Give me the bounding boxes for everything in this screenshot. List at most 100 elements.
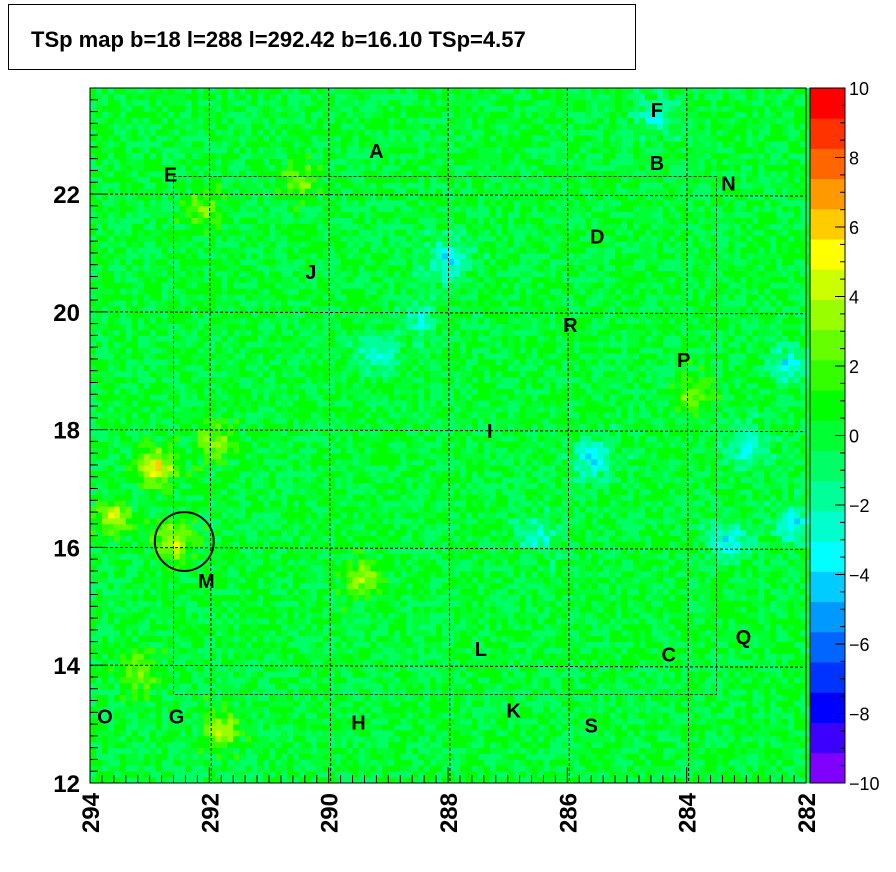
heatmap-cell: [119, 252, 127, 260]
heatmap-cell: [107, 194, 115, 201]
heatmap-cell: [167, 488, 174, 495]
heatmap-cell: [101, 252, 109, 260]
heatmap-cell: [263, 364, 270, 372]
heatmap-cell: [316, 229, 324, 236]
heatmap-cell: [203, 565, 210, 572]
heatmap-cell: [179, 482, 186, 489]
heatmap-cell: [155, 594, 162, 601]
heatmap-cell: [90, 671, 97, 678]
heatmap-cell: [239, 335, 246, 342]
heatmap-cell: [245, 676, 252, 684]
heatmap-cell: [245, 305, 252, 313]
heatmap-cell: [257, 476, 264, 484]
heatmap-cell: [269, 276, 276, 283]
heatmap-cell: [125, 553, 133, 560]
heatmap-cell: [119, 164, 127, 171]
heatmap-cell: [221, 618, 228, 625]
heatmap-cell: [131, 406, 139, 413]
heatmap-cell: [143, 194, 151, 201]
heatmap-cell: [95, 347, 103, 354]
heatmap-cell: [263, 123, 270, 130]
heatmap-cell: [185, 117, 192, 124]
heatmap-cell: [245, 694, 252, 701]
heatmap-cell: [274, 370, 282, 377]
heatmap-cell: [280, 665, 288, 672]
heatmap-cell: [90, 223, 97, 230]
heatmap-cell: [310, 158, 318, 165]
heatmap-cell: [298, 500, 306, 507]
heatmap-cell: [233, 394, 240, 401]
heatmap-cell: [197, 629, 204, 637]
heatmap-cell: [161, 453, 168, 460]
heatmap-cell: [179, 364, 186, 372]
heatmap-cell: [209, 241, 216, 248]
heatmap-cell: [239, 276, 246, 283]
heatmap-cell: [286, 211, 294, 218]
heatmap-cell: [269, 388, 276, 395]
heatmap-cell: [280, 135, 288, 142]
heatmap-cell: [203, 506, 210, 513]
heatmap-cell: [269, 741, 276, 749]
heatmap-cell: [215, 317, 222, 324]
heatmap-cell: [185, 282, 192, 289]
heatmap-cell: [137, 535, 145, 542]
heatmap-cell: [179, 500, 186, 507]
heatmap-cell: [221, 747, 228, 754]
heatmap-cell: [113, 765, 121, 772]
heatmap-cell: [125, 205, 133, 213]
heatmap-cell: [292, 158, 300, 165]
heatmap-cell: [310, 494, 318, 501]
heatmap-cell: [113, 99, 121, 107]
heatmap-cell: [227, 459, 234, 466]
heatmap-cell: [161, 523, 168, 531]
heatmap-cell: [167, 382, 174, 389]
heatmap-cell: [269, 506, 276, 513]
heatmap-cell: [161, 765, 168, 772]
heatmap-cell: [245, 671, 252, 678]
heatmap-cell: [263, 105, 270, 112]
heatmap-cell: [328, 582, 336, 590]
heatmap-cell: [328, 217, 336, 224]
heatmap-cell: [131, 559, 139, 566]
heatmap-cell: [185, 665, 192, 672]
heatmap-cell: [251, 506, 258, 513]
heatmap-cell: [95, 488, 103, 495]
heatmap-cell: [257, 671, 264, 678]
heatmap-cell: [191, 659, 198, 666]
heatmap-cell: [119, 547, 127, 554]
heatmap-cell: [90, 612, 97, 619]
heatmap-cell: [119, 553, 127, 560]
heatmap-cell: [125, 176, 133, 183]
heatmap-cell: [143, 706, 151, 713]
heatmap-cell: [221, 700, 228, 707]
heatmap-cell: [334, 300, 341, 307]
heatmap-cell: [316, 600, 324, 607]
heatmap-cell: [125, 88, 133, 95]
heatmap-cell: [298, 117, 306, 124]
heatmap-cell: [280, 570, 288, 578]
heatmap-cell: [90, 618, 97, 625]
heatmap-cell: [179, 182, 186, 189]
heatmap-cell: [90, 117, 97, 124]
heatmap-cell: [316, 417, 324, 425]
heatmap-cell: [316, 512, 324, 519]
heatmap-cell: [173, 529, 180, 537]
heatmap-cell: [245, 406, 252, 413]
heatmap-cell: [203, 164, 210, 171]
heatmap-cell: [251, 417, 258, 425]
heatmap-cell: [263, 447, 270, 454]
heatmap-cell: [334, 594, 341, 601]
heatmap-cell: [155, 88, 162, 95]
heatmap-cell: [167, 300, 174, 307]
heatmap-cell: [269, 623, 276, 631]
heatmap-cell: [173, 276, 180, 283]
heatmap-cell: [334, 235, 341, 242]
heatmap-cell: [316, 441, 324, 448]
heatmap-cell: [269, 435, 276, 442]
heatmap-cell: [209, 205, 216, 213]
heatmap-cell: [119, 700, 127, 707]
heatmap-cell: [107, 494, 115, 501]
heatmap-cell: [251, 606, 258, 613]
heatmap-cell: [90, 270, 97, 277]
heatmap-cell: [173, 653, 180, 660]
